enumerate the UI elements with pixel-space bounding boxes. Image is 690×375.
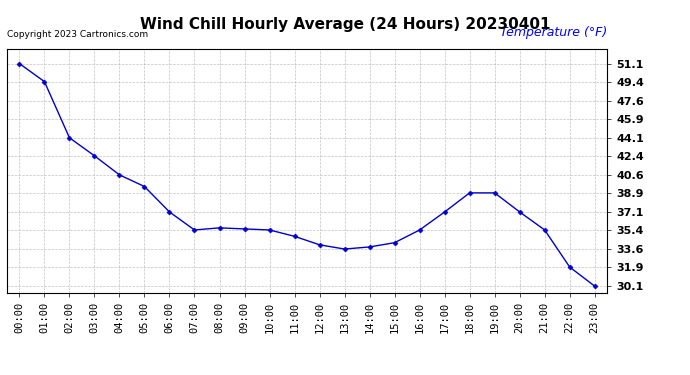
Text: Copyright 2023 Cartronics.com: Copyright 2023 Cartronics.com	[7, 30, 148, 39]
Text: Wind Chill Hourly Average (24 Hours) 20230401: Wind Chill Hourly Average (24 Hours) 202…	[140, 17, 550, 32]
Text: Temperature (°F): Temperature (°F)	[500, 26, 607, 39]
